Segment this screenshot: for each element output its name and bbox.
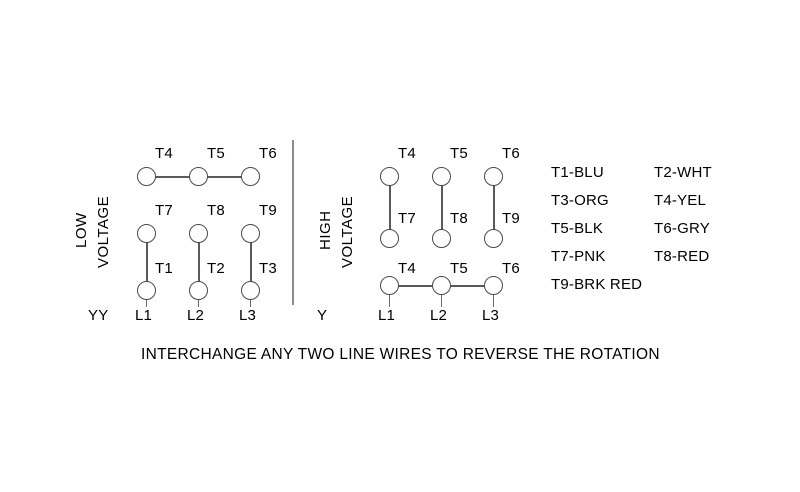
- hv-line-label-l2: L2: [430, 307, 448, 324]
- hv-wire-t5-t8: [440, 176, 443, 238]
- lv-wire-t8-t2: [197, 233, 200, 288]
- hv-mid-label-t7: T7: [398, 210, 416, 227]
- diagram-caption: INTERCHANGE ANY TWO LINE WIRES TO REVERS…: [141, 346, 660, 363]
- lv-mid-label-t7: T7: [155, 202, 173, 219]
- lv-node-t4: [137, 167, 156, 186]
- hv-node-t9: [484, 229, 503, 248]
- lv-node-t7: [137, 224, 156, 243]
- lv-node-t9: [241, 224, 260, 243]
- hv-top-label-t5: T5: [450, 145, 468, 162]
- high-voltage-title-line2: VOLTAGE: [339, 195, 356, 268]
- hv-node-t7: [380, 229, 399, 248]
- lv-node-t1: [137, 281, 156, 300]
- hv-wire-t4-t7: [388, 176, 391, 238]
- section-divider: [292, 140, 294, 305]
- lv-node-t2: [189, 281, 208, 300]
- hv-node-bottom-t6: [484, 276, 503, 295]
- legend-t3-org: T3-ORG: [551, 192, 609, 209]
- hv-top-label-t6: T6: [502, 145, 520, 162]
- lv-low-label-t3: T3: [259, 260, 277, 277]
- lv-line-label-l3: L3: [239, 307, 257, 324]
- legend-t8-red: T8-RED: [654, 248, 710, 265]
- hv-bottom-label-t5: T5: [450, 260, 468, 277]
- hv-node-t6: [484, 167, 503, 186]
- lv-line-label-l2: L2: [187, 307, 205, 324]
- lv-low-label-t2: T2: [207, 260, 225, 277]
- legend-t7-pnk: T7-PNK: [551, 248, 606, 265]
- hv-mid-label-t9: T9: [502, 210, 520, 227]
- hv-lead-l2: [440, 285, 443, 307]
- legend-t9-brk-red: T9-BRK RED: [551, 276, 643, 293]
- hv-node-t5: [432, 167, 451, 186]
- hv-wire-t6-t9: [492, 176, 495, 238]
- hv-bottom-label-t6: T6: [502, 260, 520, 277]
- lv-node-t8: [189, 224, 208, 243]
- legend-t2-wht: T2-WHT: [654, 164, 712, 181]
- lv-top-label-t4: T4: [155, 145, 173, 162]
- lv-mid-label-t9: T9: [259, 202, 277, 219]
- lv-node-t6: [241, 167, 260, 186]
- low-voltage-title-line2: VOLTAGE: [95, 195, 112, 268]
- hv-node-bottom-t5: [432, 276, 451, 295]
- hv-mid-label-t8: T8: [450, 210, 468, 227]
- high-voltage-title-line1: HIGH: [317, 210, 334, 251]
- hv-lead-l1: [388, 285, 391, 307]
- lv-low-label-t1: T1: [155, 260, 173, 277]
- lv-wire-t7-t1: [145, 233, 148, 288]
- high-voltage-connection-code: Y: [317, 307, 328, 324]
- hv-node-t8: [432, 229, 451, 248]
- hv-lead-l3: [492, 285, 495, 307]
- low-voltage-connection-code: YY: [88, 307, 109, 324]
- legend-t4-yel: T4-YEL: [654, 192, 707, 209]
- lv-top-label-t6: T6: [259, 145, 277, 162]
- hv-node-bottom-t4: [380, 276, 399, 295]
- hv-top-label-t4: T4: [398, 145, 416, 162]
- legend-t1-blu: T1-BLU: [551, 164, 604, 181]
- lv-mid-label-t8: T8: [207, 202, 225, 219]
- low-voltage-title-line1: LOW: [73, 212, 90, 248]
- hv-line-label-l1: L1: [378, 307, 396, 324]
- lv-line-label-l1: L1: [135, 307, 153, 324]
- lv-wire-t9-t3: [249, 233, 252, 288]
- legend-t6-gry: T6-GRY: [654, 220, 710, 237]
- hv-line-label-l3: L3: [482, 307, 500, 324]
- legend-t5-blk: T5-BLK: [551, 220, 604, 237]
- lv-node-t5: [189, 167, 208, 186]
- hv-bottom-label-t4: T4: [398, 260, 416, 277]
- lv-top-label-t5: T5: [207, 145, 225, 162]
- lv-node-t3: [241, 281, 260, 300]
- hv-node-t4: [380, 167, 399, 186]
